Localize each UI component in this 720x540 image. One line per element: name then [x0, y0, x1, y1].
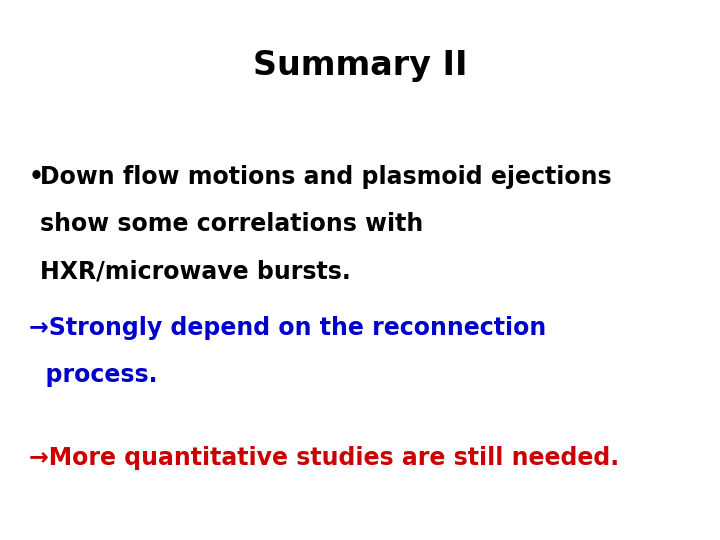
Text: process.: process.	[29, 363, 157, 387]
Text: •: •	[29, 165, 44, 188]
Text: Down flow motions and plasmoid ejections: Down flow motions and plasmoid ejections	[40, 165, 611, 188]
Text: Summary II: Summary II	[253, 49, 467, 82]
Text: →Strongly depend on the reconnection: →Strongly depend on the reconnection	[29, 316, 546, 340]
Text: show some correlations with: show some correlations with	[40, 212, 423, 236]
Text: →More quantitative studies are still needed.: →More quantitative studies are still nee…	[29, 446, 619, 469]
Text: HXR/microwave bursts.: HXR/microwave bursts.	[40, 260, 351, 284]
